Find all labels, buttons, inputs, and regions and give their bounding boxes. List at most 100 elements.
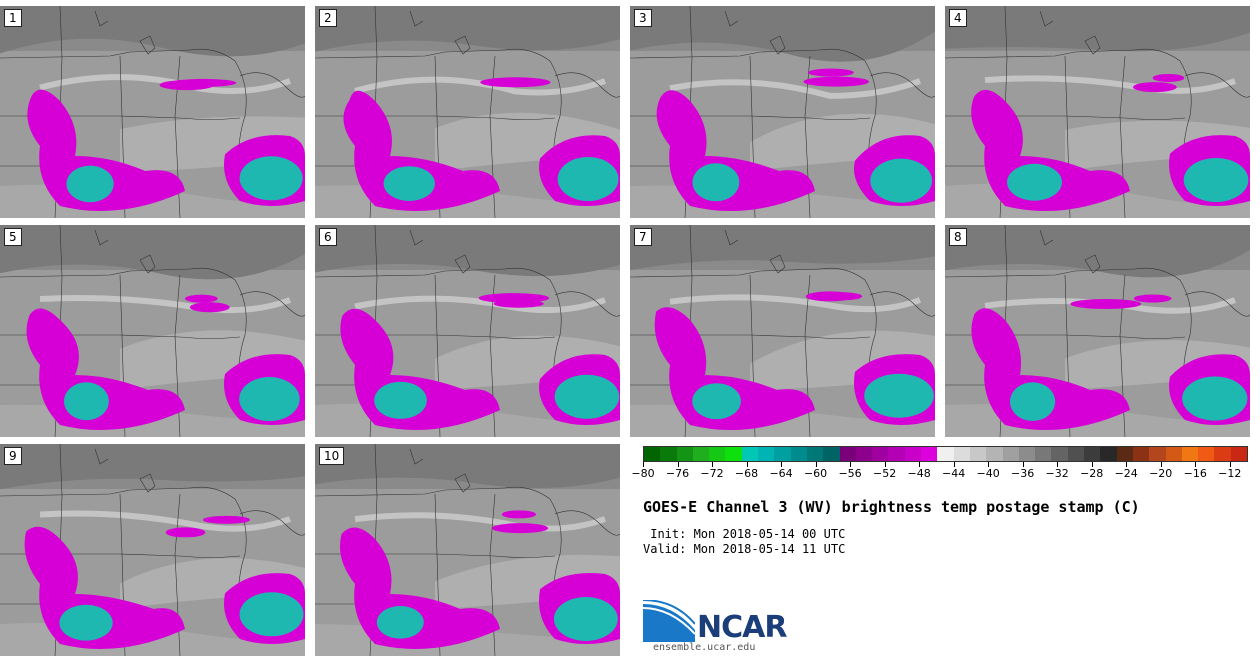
- member-number-label: 9: [4, 447, 22, 465]
- colorbar-swatch: [904, 447, 922, 461]
- colorbar-swatch: [823, 447, 840, 461]
- figure-title: GOES-E Channel 3 (WV) brightness temp po…: [643, 498, 1140, 516]
- colorbar-tick-label: −24: [1114, 467, 1138, 480]
- colorbar-swatch: [986, 447, 1003, 461]
- member-number-label: 8: [949, 228, 967, 246]
- colorbar-swatch: [725, 447, 742, 461]
- colorbar-swatch: [1100, 447, 1117, 461]
- colorbar-tick-label: −48: [907, 467, 931, 480]
- member-number-label: 3: [634, 9, 652, 27]
- valid-time: Valid: Mon 2018-05-14 11 UTC: [643, 542, 846, 556]
- member-number-label: 7: [634, 228, 652, 246]
- ncar-url: ensemble.ucar.edu: [653, 642, 756, 653]
- colorbar-swatch: [855, 447, 873, 461]
- colorbar-swatch: [1116, 447, 1133, 461]
- colorbar-swatch: [872, 447, 889, 461]
- member-map: [945, 225, 1250, 437]
- member-map: [945, 6, 1250, 218]
- colorbar-tick: [1195, 462, 1197, 467]
- member-map: [630, 225, 935, 437]
- colorbar-tick: [1160, 462, 1162, 467]
- colorbar-swatch: [1198, 447, 1215, 461]
- colorbar-swatch: [1018, 447, 1036, 461]
- colorbar-tick-label: −44: [942, 467, 966, 480]
- colorbar-tick-label: −56: [838, 467, 862, 480]
- ncar-logo: [642, 599, 696, 646]
- colorbar-swatch: [1214, 447, 1231, 461]
- member-map: [315, 444, 620, 656]
- colorbar-swatch: [888, 447, 905, 461]
- colorbar-swatch: [758, 447, 775, 461]
- colorbar-swatch: [953, 447, 970, 461]
- colorbar-tick-label: −28: [1080, 467, 1104, 480]
- colorbar-tick: [988, 462, 990, 467]
- member-panel-3: 3: [630, 6, 935, 218]
- colorbar-tick-label: −16: [1183, 467, 1207, 480]
- member-number-label: 2: [319, 9, 337, 27]
- colorbar-swatch: [692, 447, 710, 461]
- colorbar-swatch: [660, 447, 677, 461]
- member-panel-5: 5: [0, 225, 305, 437]
- colorbar-tick: [1229, 462, 1231, 467]
- colorbar-tick: [1126, 462, 1128, 467]
- colorbar-tick-label: −80: [631, 467, 655, 480]
- member-panel-6: 6: [315, 225, 620, 437]
- colorbar-tick: [1091, 462, 1093, 467]
- member-panel-7: 7: [630, 225, 935, 437]
- colorbar-tick-label: −12: [1218, 467, 1242, 480]
- member-panel-9: 9: [0, 444, 305, 656]
- colorbar-tick: [712, 462, 714, 467]
- colorbar-tick-label: −52: [872, 467, 897, 480]
- member-map: [0, 444, 305, 656]
- colorbar-tick: [1022, 462, 1024, 467]
- colorbar-tick: [643, 462, 644, 467]
- member-map: [315, 6, 620, 218]
- member-panel-4: 4: [945, 6, 1250, 218]
- colorbar-tick-label: −60: [803, 467, 828, 480]
- member-map: [0, 225, 305, 437]
- member-panel-10: 10: [315, 444, 620, 656]
- member-map: [315, 225, 620, 437]
- member-map: [630, 6, 935, 218]
- colorbar-tick-label: −72: [700, 467, 724, 480]
- colorbar-tick: [884, 462, 886, 467]
- colorbar-tick: [919, 462, 921, 467]
- member-number-label: 10: [319, 447, 345, 465]
- colorbar-swatch: [1084, 447, 1101, 461]
- member-number-label: 6: [319, 228, 337, 246]
- colorbar-swatch: [1067, 447, 1085, 461]
- colorbar-tick-label: −36: [1011, 467, 1035, 480]
- colorbar-swatch: [709, 447, 726, 461]
- member-panel-8: 8: [945, 225, 1250, 437]
- colorbar-tick: [781, 462, 783, 467]
- colorbar-swatch: [1230, 447, 1247, 461]
- colorbar-swatch: [1165, 447, 1182, 461]
- colorbar-swatch: [644, 447, 661, 461]
- colorbar-tick-label: −76: [665, 467, 690, 480]
- colorbar-tick: [953, 462, 955, 467]
- colorbar-swatch: [1035, 447, 1052, 461]
- colorbar-tick-label: −68: [734, 467, 759, 480]
- colorbar-swatch: [969, 447, 987, 461]
- colorbar-tick-label: −40: [976, 467, 1000, 480]
- colorbar-tick: [1057, 462, 1059, 467]
- colorbar-swatch: [790, 447, 807, 461]
- colorbar-swatch: [1051, 447, 1068, 461]
- member-number-label: 4: [949, 9, 967, 27]
- colorbar-swatch: [1002, 447, 1019, 461]
- colorbar: [643, 446, 1248, 462]
- colorbar-tick: [677, 462, 679, 467]
- colorbar-tick-label: −20: [1149, 467, 1173, 480]
- colorbar-ticks: −80 −76 −72 −68 −64 −60 −56 −52 −48 −44 −40 −36 −32−…: [631, 462, 1248, 484]
- colorbar-tick-label: −64: [769, 467, 793, 480]
- colorbar-swatch: [921, 447, 938, 461]
- colorbar-tick-label: −32: [1045, 467, 1069, 480]
- colorbar-tick: [850, 462, 852, 467]
- member-number-label: 5: [4, 228, 22, 246]
- member-panel-1: 1: [0, 6, 305, 218]
- member-panel-2: 2: [315, 6, 620, 218]
- colorbar-swatch: [937, 447, 954, 461]
- colorbar-swatch: [839, 447, 856, 461]
- colorbar-swatch: [1132, 447, 1150, 461]
- colorbar-swatch: [806, 447, 824, 461]
